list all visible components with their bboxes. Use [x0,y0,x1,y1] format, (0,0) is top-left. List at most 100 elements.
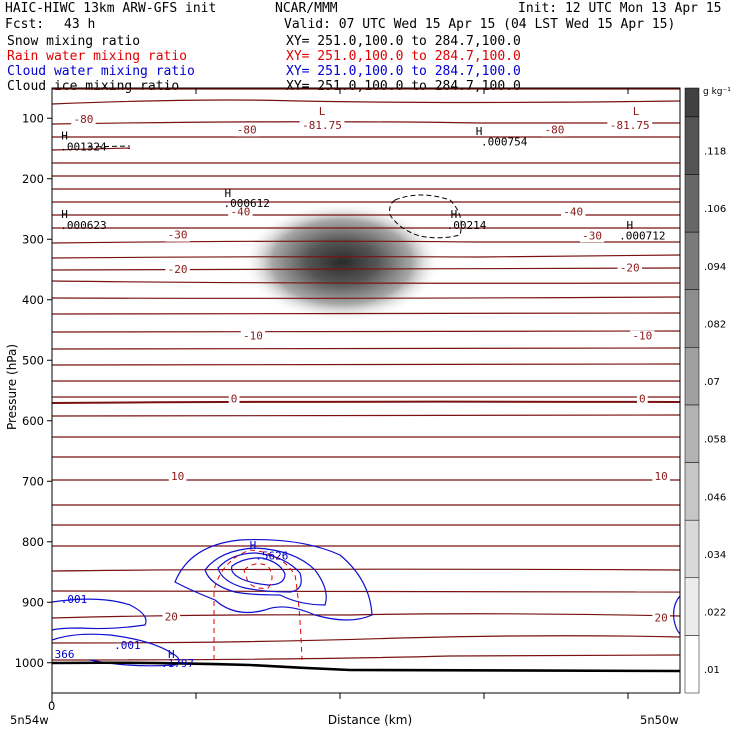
x-left-location: 5n54w [10,713,49,727]
colorbar: .01 .022 .034 .046 .058 .07 .082 .094 .106 .118 g … [684,87,731,694]
isotherm [52,568,680,572]
isotherm-label: -20 [168,263,188,276]
isotherm-label: 0 [231,393,238,406]
isotherm [52,121,680,125]
legend-cloudice-name: Cloud ice mixing ratio [7,79,180,94]
colorbar-units: g kg⁻¹ [703,87,731,97]
y-tick-label: 300 [22,232,44,246]
isotherm-label: -80 [237,123,257,136]
snow-contours [87,145,462,239]
extremum-label: .000612 [224,197,270,210]
isotherm-label: 10 [171,470,184,483]
isotherm-label: -80 [544,123,564,136]
isotherm-label-bg [652,471,670,484]
extremum-label: .1797 [161,657,194,670]
colorbar-swatch [684,289,700,348]
isotherm-label-bg [71,114,96,127]
extremum-label: H [168,648,175,661]
cloud-water-contours [52,539,680,667]
extremum-label: .00214 [447,219,487,232]
legend-cloudwater-name: Cloud water mixing ratio [7,64,195,79]
x-axis-ticks [51,88,629,703]
isotherm-label: -80 [73,113,93,126]
isotherm-label: -10 [243,330,263,343]
isotherm-label-bg [607,120,653,133]
x-axis-label: Distance (km) [327,713,413,727]
cloud-ice-shading [242,202,442,322]
isotherm-label: 0 [639,393,646,406]
extremum-label: 366 [55,648,75,661]
isotherms [52,88,680,661]
extremum-label: .001 [114,639,141,652]
colorbar-tick-label: .118 [704,147,726,158]
colorbar-tick-label: .046 [704,492,726,503]
colorbar-tick-label: .022 [704,608,726,619]
isotherm-label-bg [630,330,655,343]
extremum-label: H [626,219,633,232]
isotherm-label: -40 [563,206,583,219]
x-right-location: 5n50w [640,713,679,727]
isotherm-label-bg [240,330,266,343]
isotherm-label-bg [617,262,642,275]
colorbar-swatch [684,347,700,406]
isotherm [52,330,680,333]
extremum-label: .000712 [619,229,665,242]
isotherm [52,363,680,366]
y-tick-label: 800 [22,535,44,549]
valid-time: Valid: 07 UTC Wed 15 Apr 15 (04 LST Wed … [284,17,676,32]
isotherm [52,613,680,619]
forecast-hours: 43 h [64,17,96,32]
colorbar-tick-label: .058 [704,435,726,446]
contour-labels: -80 -80 -80 -81.75 -81.75 -40 -40 -30 -30 -20 -20 -… [55,105,670,670]
y-tick-label: 1000 [15,656,44,670]
isotherm [52,99,680,105]
isotherm-label: -81.75 [610,119,650,132]
freezing-level-line [52,400,680,404]
surface-line [52,661,680,673]
colorbar-tick-label: .034 [704,550,726,561]
colorbar-swatch [684,116,700,175]
y-axis-label: Pressure (hPa) [5,343,19,431]
plot-frame [51,87,681,694]
colorbar-swatch [684,404,700,463]
x-origin-label: 0 [48,699,56,713]
y-tick-label: 100 [22,111,44,125]
isotherm [52,296,680,299]
colorbar-tick-label: .01 [704,665,720,676]
isotherm [52,635,680,644]
extremum-label: H [476,125,483,138]
colorbar-swatch [684,231,700,290]
legend-snow-name: Snow mixing ratio [7,34,141,49]
isotherm [52,312,680,315]
isotherm-label-bg [636,393,648,406]
isotherm [52,280,680,284]
isotherm-label-bg [542,124,567,137]
isotherm-label-bg [652,612,670,625]
isotherm [52,147,131,151]
isotherm-label-bg [299,120,345,133]
legend-cloudwater-xy: XY= 251.0,100.0 to 284.7,100.0 [286,64,521,79]
isotherm-label-bg [168,471,187,484]
extremum-label: .001 [61,593,88,606]
isotherm-label: -20 [620,261,640,274]
extremum-label: H [225,187,232,200]
colorbar-swatch [684,87,700,118]
colorbar-swatch [684,635,700,694]
isotherm [52,347,680,350]
extremum-label: .000623 [60,219,106,232]
y-tick-label: 600 [22,414,44,428]
extremum-label: H [61,129,68,142]
isotherm-label: -40 [230,206,250,219]
y-tick-label: 200 [22,172,44,186]
extremum-label: H [61,208,68,221]
colorbar-tick-label: .082 [704,319,726,330]
y-tick-label: 700 [22,474,44,488]
isotherm [52,654,680,661]
isotherm-label: 20 [165,610,178,623]
colorbar-swatch [684,519,700,579]
isotherm-label: -30 [582,229,602,242]
colorbar-swatch [684,462,700,521]
extremum-label: .5626 [255,549,288,562]
model-title: HAIC-HIWC 13km ARW-GFS init [5,1,217,16]
y-tick-label: 900 [22,595,44,609]
